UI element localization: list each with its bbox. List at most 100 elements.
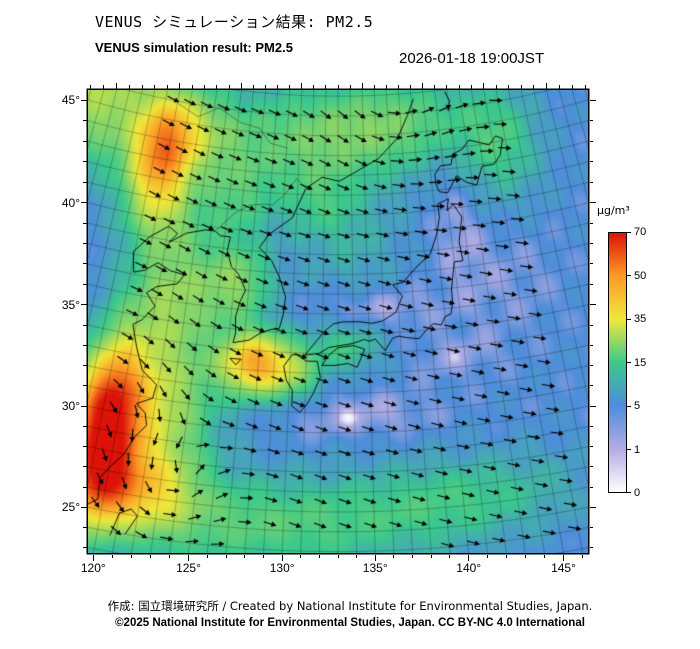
lon-tick: [520, 85, 522, 89]
lon-tick: [446, 85, 448, 89]
lat-tick: [83, 526, 87, 528]
colorbar-tick: [627, 232, 631, 233]
lat-tick: [83, 344, 87, 346]
lat-tick: [589, 304, 596, 306]
lon-tick: [129, 85, 131, 89]
lon-tick: [179, 82, 181, 89]
lon-tick: [508, 85, 510, 89]
lat-tick: [589, 324, 593, 326]
lon-tick: [356, 554, 358, 558]
lon-tick: [206, 554, 208, 558]
lon-tick: [505, 554, 507, 558]
lon-tick: [421, 82, 423, 89]
lat-tick: [589, 466, 593, 468]
lon-tick: [543, 554, 545, 558]
lat-tick: [83, 446, 87, 448]
lon-tick: [412, 554, 413, 558]
lat-tick: [83, 120, 87, 122]
lon-tick: [430, 554, 432, 558]
lon-tick: [141, 85, 143, 89]
lat-tick: [589, 506, 596, 508]
colorbar: [608, 232, 627, 493]
lat-tick: [83, 263, 87, 265]
lon-tick: [458, 85, 460, 89]
lon-tick: [150, 554, 152, 558]
lon-tick: [313, 85, 315, 89]
colorbar-units-label: μg/m³: [597, 204, 630, 217]
lat-tick: [589, 120, 593, 122]
lat-tick: [589, 181, 593, 183]
lon-tick: [281, 554, 283, 561]
lon-tick: [166, 85, 168, 89]
lon-tick: [434, 85, 436, 89]
lat-tick: [83, 486, 87, 488]
lon-tick: [582, 554, 584, 558]
lon-tick: [244, 554, 246, 558]
lon-tick: [397, 85, 399, 89]
lon-tick: [393, 554, 395, 558]
lat-tick: [83, 181, 87, 183]
colorbar-tick-label: 35: [634, 313, 647, 325]
lat-tick: [589, 283, 593, 285]
lon-tick: [187, 554, 189, 561]
credit-line: 作成: 国立環境研究所 / Created by National Instit…: [107, 599, 593, 613]
lat-tick: [83, 547, 87, 549]
valid-time-label: 2026-01-18 19:00JST: [399, 50, 545, 67]
lon-tick-label: 120°: [80, 561, 106, 575]
license-line: ©2025 National Institute for Environment…: [115, 617, 585, 629]
lon-tick: [112, 554, 113, 558]
colorbar-tick: [627, 275, 631, 276]
lon-tick: [374, 554, 376, 561]
lon-tick-label: 130°: [269, 561, 295, 575]
lat-tick: [80, 506, 87, 508]
lon-tick: [483, 82, 485, 89]
lat-tick: [589, 547, 593, 549]
lon-tick-label: 125°: [176, 561, 201, 575]
lat-tick: [589, 202, 596, 204]
lon-tick: [240, 82, 242, 89]
lon-tick: [225, 554, 227, 558]
lon-tick: [584, 85, 586, 89]
colorbar-tick-label: 1: [634, 443, 641, 456]
lon-tick: [262, 554, 264, 558]
lon-tick: [216, 85, 218, 89]
page-title-english: VENUS simulation result: PM2.5: [95, 40, 293, 55]
lat-tick: [83, 324, 87, 326]
lon-tick: [131, 554, 133, 558]
colorbar-tick-label: 5: [634, 400, 641, 412]
lat-tick: [589, 161, 593, 163]
colorbar-tick: [627, 362, 631, 363]
lat-tick-label: 45°: [61, 93, 80, 107]
lon-tick: [533, 85, 535, 89]
lon-tick: [545, 82, 547, 89]
lon-tick: [524, 554, 526, 558]
lon-tick-label: 135°: [362, 561, 388, 575]
lon-tick: [385, 85, 387, 89]
lat-tick: [589, 222, 593, 224]
colorbar-tick: [627, 492, 631, 493]
lon-tick: [191, 85, 193, 89]
lon-tick: [90, 85, 92, 89]
colorbar-tick-label: 15: [634, 356, 647, 369]
lat-tick: [589, 263, 593, 265]
lon-tick: [495, 85, 497, 89]
lat-tick: [80, 405, 87, 407]
lon-tick: [154, 85, 156, 89]
lat-tick: [83, 385, 87, 387]
colorbar-tick: [627, 318, 631, 320]
lon-tick: [253, 85, 255, 89]
lat-tick: [83, 425, 87, 427]
lon-tick: [571, 85, 573, 89]
lat-tick: [589, 243, 593, 245]
lon-tick: [265, 85, 267, 89]
colorbar-tick: [627, 449, 631, 450]
lon-tick: [301, 82, 303, 89]
lon-tick: [558, 85, 560, 89]
lat-tick: [83, 161, 87, 163]
lon-tick: [562, 554, 564, 561]
lat-tick: [589, 446, 593, 448]
lat-tick-label: 40°: [61, 195, 80, 210]
lat-tick: [589, 344, 593, 346]
colorbar-tick-label: 0: [634, 487, 641, 499]
